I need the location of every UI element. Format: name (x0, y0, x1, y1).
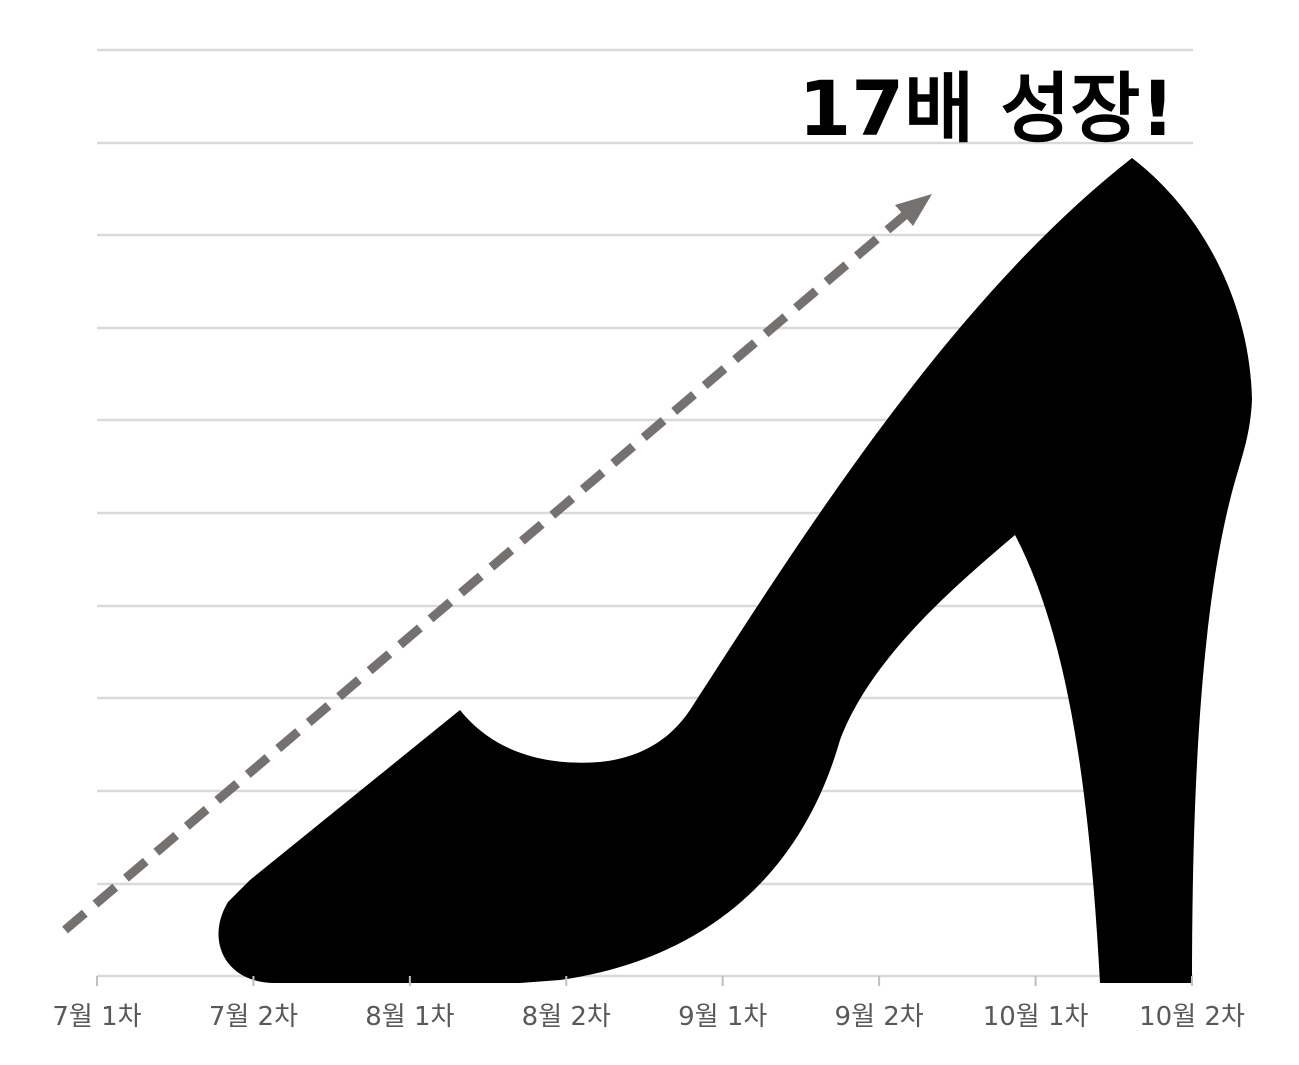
x-tick-label: 10월 1차 (983, 1002, 1089, 1032)
x-tick-label: 7월 2차 (209, 1002, 298, 1032)
trend-arrow (62, 211, 908, 934)
trend-arrowhead (895, 194, 932, 226)
chart-title: 17배 성장! (798, 64, 1175, 153)
x-tick-label: 8월 2차 (522, 1002, 611, 1032)
x-tick-label: 9월 1차 (678, 1002, 767, 1032)
x-tick-label: 8월 1차 (365, 1002, 454, 1032)
x-tick-label: 7월 1차 (52, 1002, 141, 1032)
x-tick-label: 9월 2차 (835, 1002, 924, 1032)
shoe-silhouette (218, 158, 1252, 983)
x-tick-label: 10월 2차 (1139, 1002, 1245, 1032)
